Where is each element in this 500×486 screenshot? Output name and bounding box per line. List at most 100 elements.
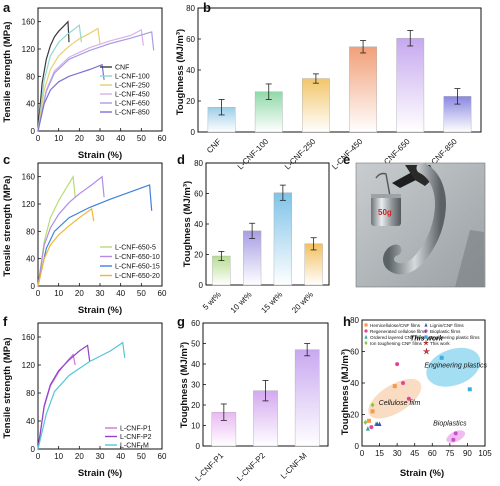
panel-g-category-label: L-CNF-P2 — [235, 451, 267, 483]
panel-f-x-label: Strain (%) — [78, 468, 122, 479]
panel-a-series-line — [37, 23, 82, 132]
panel-c-x-ticks: 0 10 20 30 40 50 60 — [36, 283, 167, 298]
panel-b-y-tick-label: 60 — [186, 35, 195, 44]
panel-a-series-line — [37, 28, 144, 132]
panel-a-x-tick-label: 30 — [96, 134, 105, 143]
cellulose-film-label: Cellulose film — [379, 400, 421, 407]
panel-g-y-tick-label: 60 — [191, 319, 200, 328]
panel-c-x-tick-label: 50 — [137, 289, 146, 298]
panel-f-y-label: Tensile strength (MPa) — [2, 337, 13, 438]
panel-c-y-tick-label: 40 — [26, 255, 35, 264]
panel-c-y-tick-label: 0 — [31, 282, 36, 291]
panel-c: c 0 40 80 120 160 0 10 20 30 40 50 60 Tensile stre… — [2, 152, 167, 316]
panel-h-point — [439, 355, 444, 360]
panel-b-y-tick-label: 80 — [186, 4, 195, 13]
panel-h-point — [363, 419, 368, 425]
panel-a-x-label: Strain (%) — [78, 150, 122, 161]
panel-b-bars — [207, 30, 472, 133]
panel-h-point — [395, 362, 400, 367]
panel-g-bars — [211, 343, 320, 447]
panel-h-point — [365, 426, 370, 431]
panel-a-x-tick-label: 10 — [54, 134, 63, 143]
panel-f-x-tick-label: 20 — [75, 452, 84, 461]
panel-h-x-tick-label: 75 — [445, 449, 454, 458]
panel-h-legend-label: Ion toughening CNF films — [370, 341, 423, 346]
bioplastics-region — [446, 430, 466, 443]
panel-d-y-tick-label: 60 — [194, 190, 203, 199]
panel-d-category-label: 20 wt% — [290, 290, 315, 315]
panel-c-series-lines — [37, 174, 153, 287]
panel-a-y-tick-label: 160 — [22, 18, 36, 27]
panel-a-series-line — [37, 31, 155, 132]
panel-f-series-line — [37, 341, 126, 450]
panel-f-x-tick-label: 60 — [158, 452, 167, 461]
panel-c-x-tick-label: 10 — [54, 289, 63, 298]
panel-h-legend-label: Lignin/CNF films — [430, 323, 464, 328]
panel-f-x-tick-label: 10 — [54, 452, 63, 461]
panel-f-x-tick-label: 50 — [137, 452, 146, 461]
panel-f-x-tick-label: 0 — [36, 452, 41, 461]
panel-a-legend-label: CNF — [115, 65, 129, 72]
panel-a-y-tick-label: 40 — [26, 100, 35, 109]
panel-c-y-ticks: 0 40 80 120 160 — [22, 173, 41, 291]
panel-h-legend-marker — [364, 340, 368, 346]
panel-h-legend-label: Hemicellulose/CNF films — [370, 323, 421, 328]
panel-a-y-tick-label: 80 — [26, 72, 35, 81]
panel-c-x-tick-label: 40 — [116, 289, 125, 298]
panel-h-legend-label: Ordered layered CNF films — [370, 335, 425, 340]
panel-h-legend-marker — [364, 329, 368, 333]
panel-h-legend-marker — [424, 329, 428, 333]
panel-b-y-tick-label: 20 — [186, 97, 195, 106]
panel-g-category-labels: L-CNF-P1 L-CNF-P2 L-CNF-M — [193, 451, 308, 483]
panel-h-legend-label: Engineering plastic films — [430, 335, 480, 340]
panel-c-legend-label: L-CNF-650-20 — [115, 273, 160, 280]
panel-c-y-label: Tensile strength (MPa) — [2, 175, 13, 276]
panel-b-y-tick-group: 0 20 40 60 80 — [186, 4, 201, 137]
panel-d-bar — [273, 192, 292, 286]
panel-b-category-label: L-CNF-100 — [236, 137, 271, 172]
panel-c-x-tick-label: 20 — [75, 289, 84, 298]
panel-f: f 0 40 80 120 160 0 10 20 30 40 50 60 Tensile stre… — [2, 314, 167, 479]
panel-g-y-label: Toughness (MJ/m³) — [179, 342, 190, 428]
panel-h-y-tick-label: 60 — [350, 348, 359, 357]
panel-g-y-ticks: 0 10 20 30 40 50 60 — [191, 319, 206, 451]
panel-h-x-tick-label: 15 — [375, 449, 384, 458]
weight-hook — [375, 172, 391, 197]
panel-h-point — [367, 418, 372, 423]
panel-letter-h: h — [343, 314, 351, 329]
panel-h-x-tick-label: 30 — [393, 449, 402, 458]
panel-h-y-tick-label: 80 — [350, 316, 359, 325]
panel-letter-e: e — [343, 152, 350, 167]
panel-a-legend-label: L-CNF-650 — [115, 101, 150, 108]
panel-letter-g: g — [177, 314, 185, 329]
panel-a-y-ticks: 0 40 80 120 160 — [22, 18, 41, 136]
panel-c-series-line — [37, 175, 105, 287]
panel-a-series-line — [37, 27, 101, 132]
panel-h-x-tick-label: 60 — [428, 449, 437, 458]
panel-g-bar — [294, 349, 320, 447]
panel-f-legend: L-CNF-P1L-CNF-P2 L-CNF-M — [105, 426, 152, 450]
panel-d-y-label: Toughness (MJ/m³) — [182, 181, 193, 267]
panel-a-legend-label: L-CNF-450 — [115, 92, 150, 99]
panel-g-y-tick-label: 0 — [196, 442, 201, 451]
panel-b-bar — [302, 78, 330, 133]
panel-c-x-tick-label: 30 — [96, 289, 105, 298]
panel-h-point — [467, 387, 472, 392]
panel-c-y-tick-label: 160 — [22, 173, 36, 182]
panel-c-x-label: Strain (%) — [78, 305, 122, 316]
panel-a-y-tick-label: 0 — [31, 127, 36, 136]
panel-f-x-tick-label: 30 — [96, 452, 105, 461]
panel-h-x-ticks: 0 15 30 45 60 75 90 105 — [360, 443, 492, 458]
panel-b-y-ticks: 0 20 40 60 80 — [186, 4, 201, 137]
cellulose-film-region — [368, 378, 422, 419]
panel-a-x-tick-label: 50 — [137, 134, 146, 143]
panel-c-series-line — [37, 174, 76, 287]
panel-c-legend: L-CNF-650-5 L-CNF-650-10 L-CNF-650-15 L-CNF… — [100, 245, 160, 280]
panel-h-point — [377, 421, 382, 426]
panel-h-legend-label: This work — [430, 341, 450, 346]
panel-f-y-tick-label: 0 — [31, 445, 36, 454]
panel-c-series-line — [37, 207, 95, 287]
panel-h: h 0 20 40 60 80 0 15 30 45 60 75 90 105 Toughness (… — [340, 314, 492, 479]
